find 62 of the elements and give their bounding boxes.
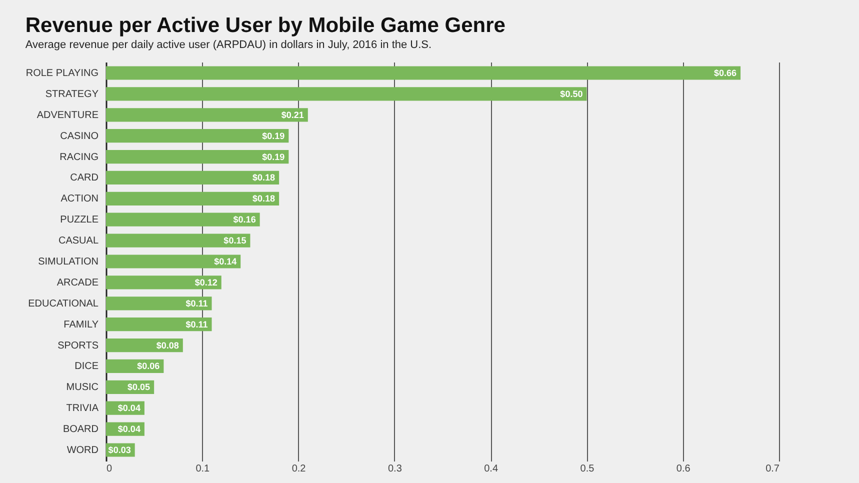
data-label: $0.19 bbox=[262, 130, 285, 141]
data-label: $0.18 bbox=[252, 172, 276, 183]
bar bbox=[106, 318, 212, 332]
bar bbox=[106, 108, 308, 122]
chart-title: Revenue per Active User by Mobile Game Genre bbox=[25, 14, 506, 37]
bar bbox=[106, 212, 260, 226]
bar bbox=[106, 296, 212, 310]
x-tick-label: 0.2 bbox=[292, 464, 306, 474]
y-tick-label: EDUCATIONAL bbox=[28, 298, 99, 310]
bar bbox=[106, 87, 587, 101]
chart-subtitle: Average revenue per daily active user (ARPDAU) in dollars in July, 2016 in the U.S. bbox=[25, 39, 432, 51]
data-label: $0.14 bbox=[214, 256, 237, 266]
y-tick-label: WORD bbox=[66, 445, 98, 456]
bar bbox=[106, 150, 289, 164]
y-tick-label: TRIVIA bbox=[66, 403, 99, 414]
data-label: $0.21 bbox=[281, 110, 304, 120]
bar bbox=[106, 129, 289, 143]
bar bbox=[106, 234, 250, 248]
y-tick-label: CASINO bbox=[60, 130, 99, 142]
data-label: $0.06 bbox=[137, 361, 160, 372]
data-label: $0.19 bbox=[262, 152, 285, 162]
x-tick-label: 0.6 bbox=[676, 464, 691, 474]
x-tick-label: 0.3 bbox=[388, 464, 402, 474]
bar bbox=[106, 276, 222, 290]
y-tick-label: ROLE PLAYING bbox=[26, 68, 99, 79]
x-tick-label: 0.4 bbox=[484, 464, 498, 474]
bar bbox=[106, 338, 183, 352]
bar bbox=[106, 254, 241, 268]
data-label: $0.66 bbox=[714, 68, 737, 78]
y-tick-label: MUSIC bbox=[66, 382, 98, 394]
data-label: $0.08 bbox=[156, 340, 179, 350]
y-tick-label: CARD bbox=[70, 172, 98, 184]
x-tick-label: 0 bbox=[106, 464, 112, 474]
y-tick-label: PUZZLE bbox=[60, 214, 99, 226]
data-label: $0.04 bbox=[118, 403, 140, 414]
bar bbox=[106, 66, 741, 80]
bar bbox=[106, 192, 280, 206]
x-tick-label: 0.1 bbox=[196, 464, 210, 474]
data-label: $0.16 bbox=[233, 214, 256, 225]
data-label: $0.50 bbox=[560, 88, 583, 99]
data-label: $0.03 bbox=[108, 445, 131, 456]
y-tick-label: BOARD bbox=[62, 424, 98, 436]
y-tick-label: CASUAL bbox=[58, 236, 99, 247]
y-tick-label: SIMULATION bbox=[38, 256, 98, 268]
y-tick-label: SPORTS bbox=[58, 340, 99, 352]
data-label: $0.05 bbox=[128, 382, 150, 392]
data-label: $0.15 bbox=[224, 236, 246, 246]
data-label: $0.12 bbox=[194, 277, 218, 288]
data-label: $0.11 bbox=[186, 298, 208, 308]
bar bbox=[106, 170, 280, 185]
y-tick-label: STRATEGY bbox=[45, 88, 99, 100]
y-tick-label: ACTION bbox=[60, 194, 98, 205]
y-tick-label: ARCADE bbox=[56, 277, 99, 288]
data-label: $0.04 bbox=[118, 424, 140, 434]
x-tick-label: 0.5 bbox=[580, 464, 595, 474]
data-label: $0.11 bbox=[186, 319, 208, 330]
y-tick-label: RACING bbox=[60, 152, 99, 163]
x-tick-label: 0.7 bbox=[766, 464, 780, 474]
data-label: $0.18 bbox=[252, 194, 276, 204]
y-tick-label: DICE bbox=[74, 361, 99, 372]
y-tick-label: ADVENTURE bbox=[36, 110, 99, 121]
y-tick-label: FAMILY bbox=[64, 319, 99, 330]
